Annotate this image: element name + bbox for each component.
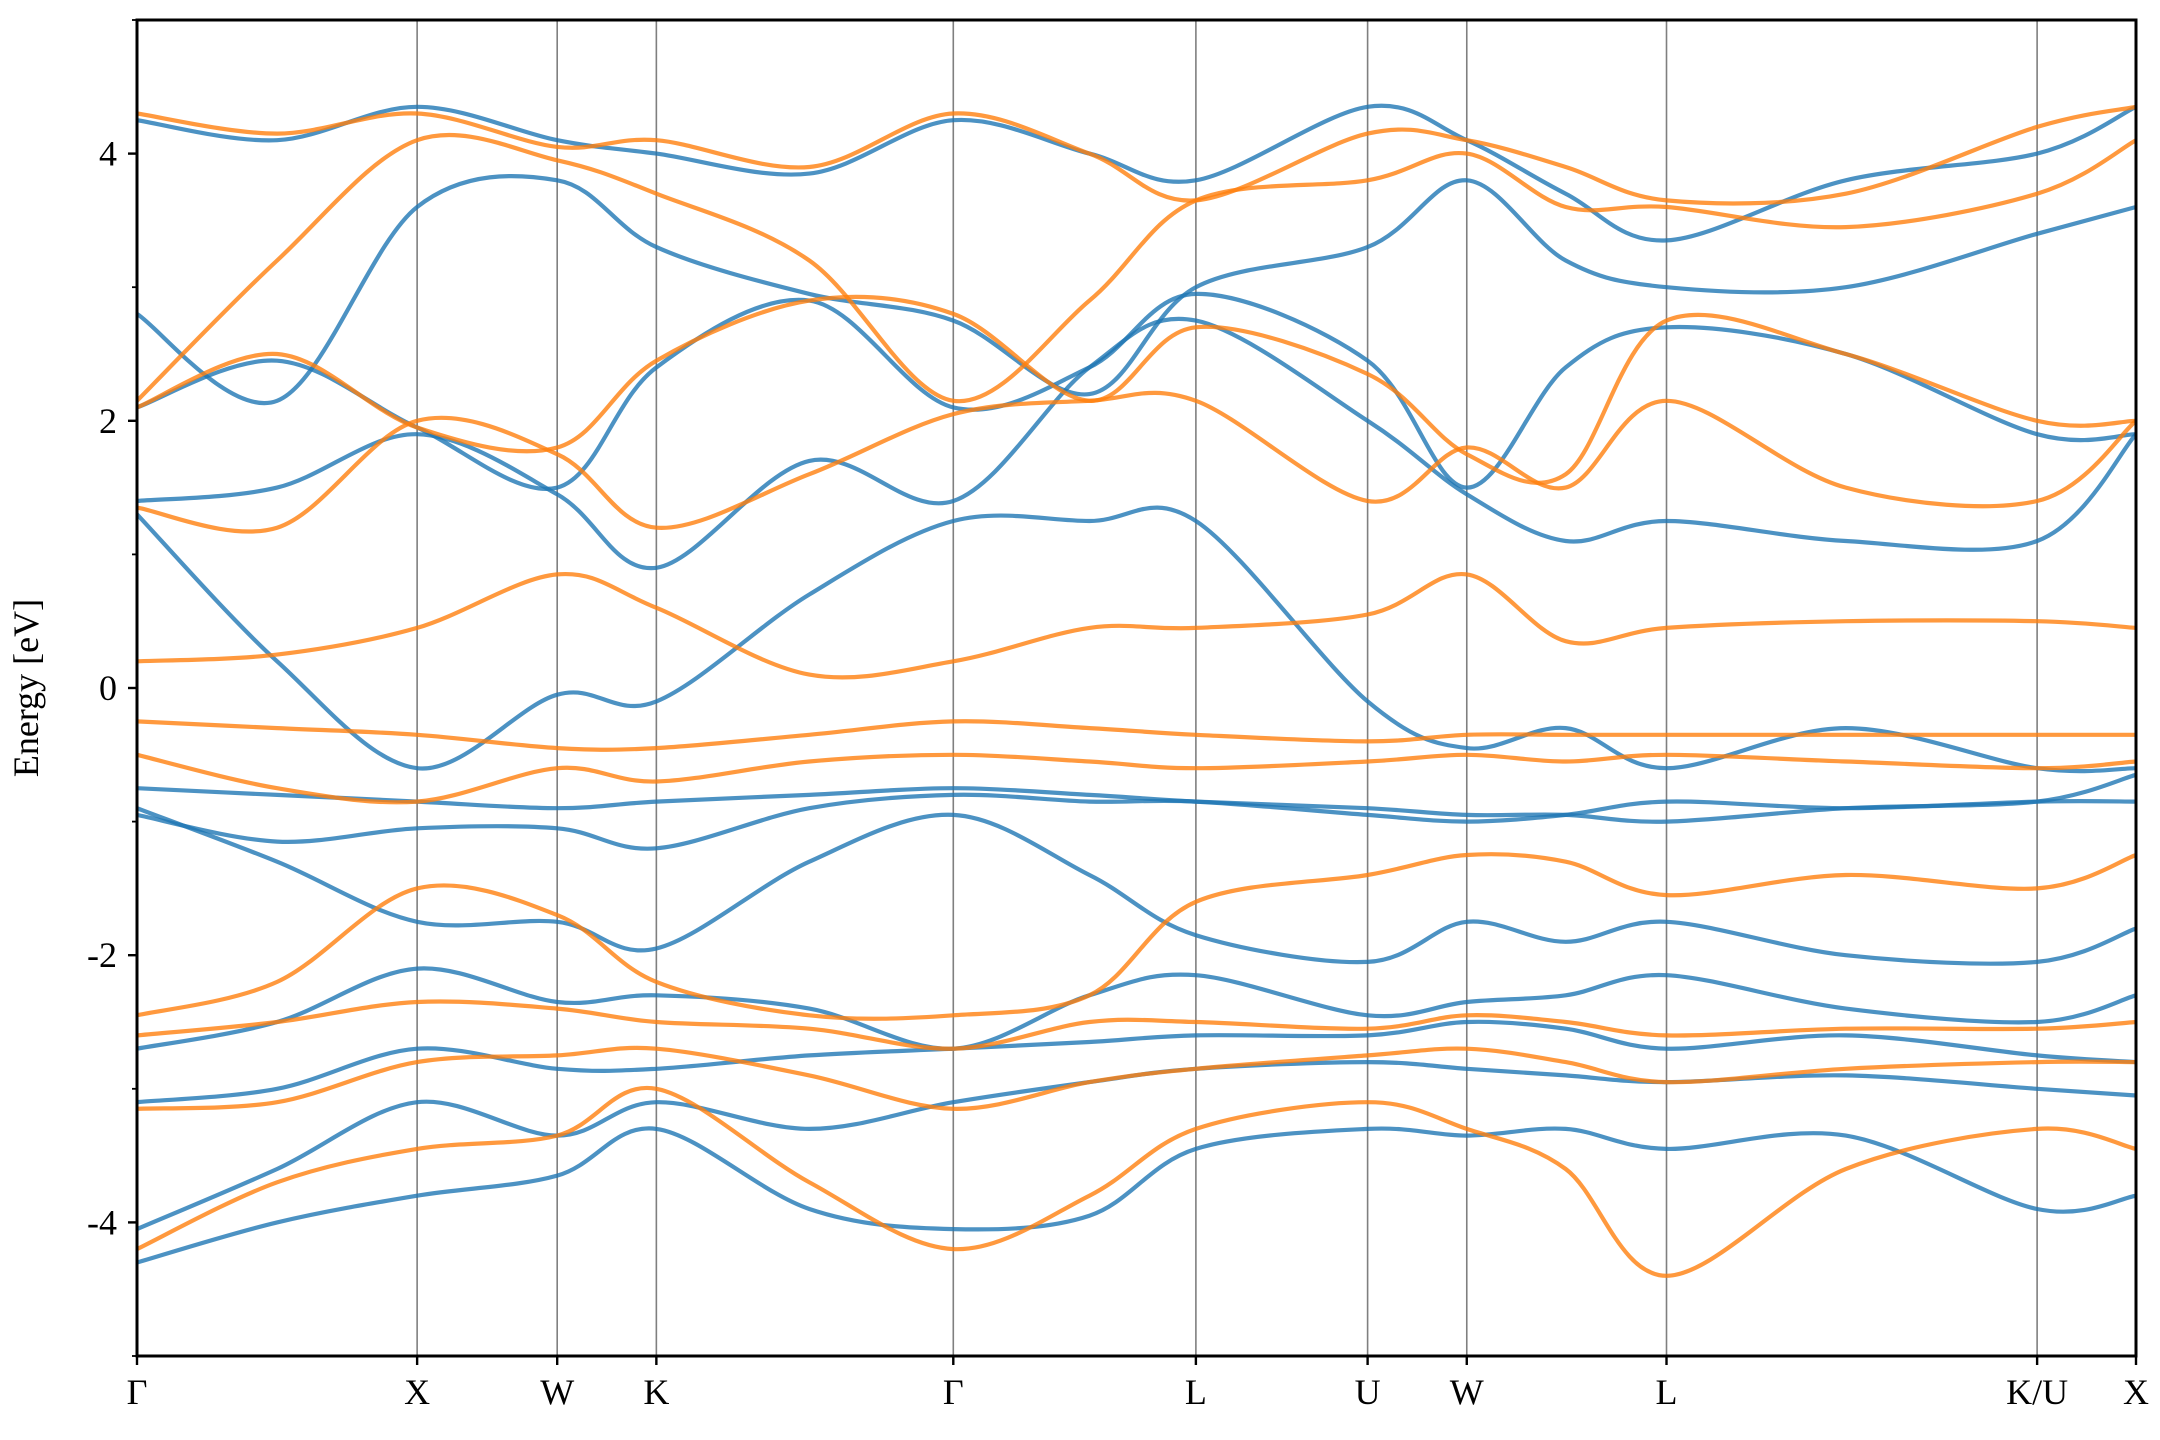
y-tick-label: -4 [87, 1202, 117, 1242]
band-line-series-2-band-2 [137, 1045, 2136, 1111]
x-tick-label: K/U [2006, 1372, 2068, 1412]
band-line-series-2-band-9 [137, 294, 2136, 486]
x-tick-label: X [404, 1372, 430, 1412]
x-tick-label: W [1450, 1372, 1484, 1412]
band-line-series-1-band-11 [137, 174, 2136, 406]
band-line-series-1-band-10 [137, 291, 2136, 491]
band-line-series-2-band-4 [137, 852, 2136, 1021]
band-line-series-2-band-7 [137, 571, 2136, 680]
band-line-series-2-band-8 [137, 390, 2136, 534]
band-lines [137, 103, 2136, 1278]
y-tick-label: -2 [87, 935, 117, 975]
band-line-series-1-band-8 [137, 505, 2136, 774]
y-tick-label: 0 [99, 668, 117, 708]
band-line-series-2-band-1 [137, 1085, 2136, 1278]
y-tick-label: 4 [99, 134, 117, 174]
band-line-series-2-band-6 [137, 719, 2136, 752]
x-tick-label: Γ [943, 1372, 964, 1412]
y-axis-label: Energy [eV] [6, 599, 46, 777]
x-axis-ticks: Γ X W K Γ L U W L K/U X [127, 1356, 2149, 1412]
x-tick-label: L [1656, 1372, 1678, 1412]
band-line-series-2-band-11 [137, 104, 2136, 206]
band-line-series-1-band-7 [137, 772, 2136, 824]
band-line-series-1-band-1 [137, 1126, 2136, 1265]
band-line-series-2-band-5 [137, 752, 2136, 805]
x-tick-label: K [643, 1372, 669, 1412]
x-tick-label: U [1355, 1372, 1381, 1412]
x-tick-label: Γ [127, 1372, 148, 1412]
band-line-series-1-band-4 [137, 966, 2136, 1051]
y-tick-label: 2 [99, 401, 117, 441]
band-line-series-1-band-12 [137, 103, 2136, 243]
band-line-series-1-band-5 [137, 806, 2136, 966]
band-line-series-1-band-6 [137, 792, 2136, 851]
x-tick-label: X [2123, 1372, 2149, 1412]
x-tick-label: L [1185, 1372, 1207, 1412]
x-tick-label: W [540, 1372, 574, 1412]
band-line-series-2-band-3 [137, 999, 2136, 1051]
y-axis-ticks: -4 -2 0 2 4 [87, 19, 137, 1357]
band-line-series-1-band-3 [137, 1019, 2136, 1105]
kpoint-divider-lines [416, 20, 2038, 1356]
band-line-series-2-band-10 [137, 132, 2136, 404]
plot-frame [135, 18, 2138, 1358]
